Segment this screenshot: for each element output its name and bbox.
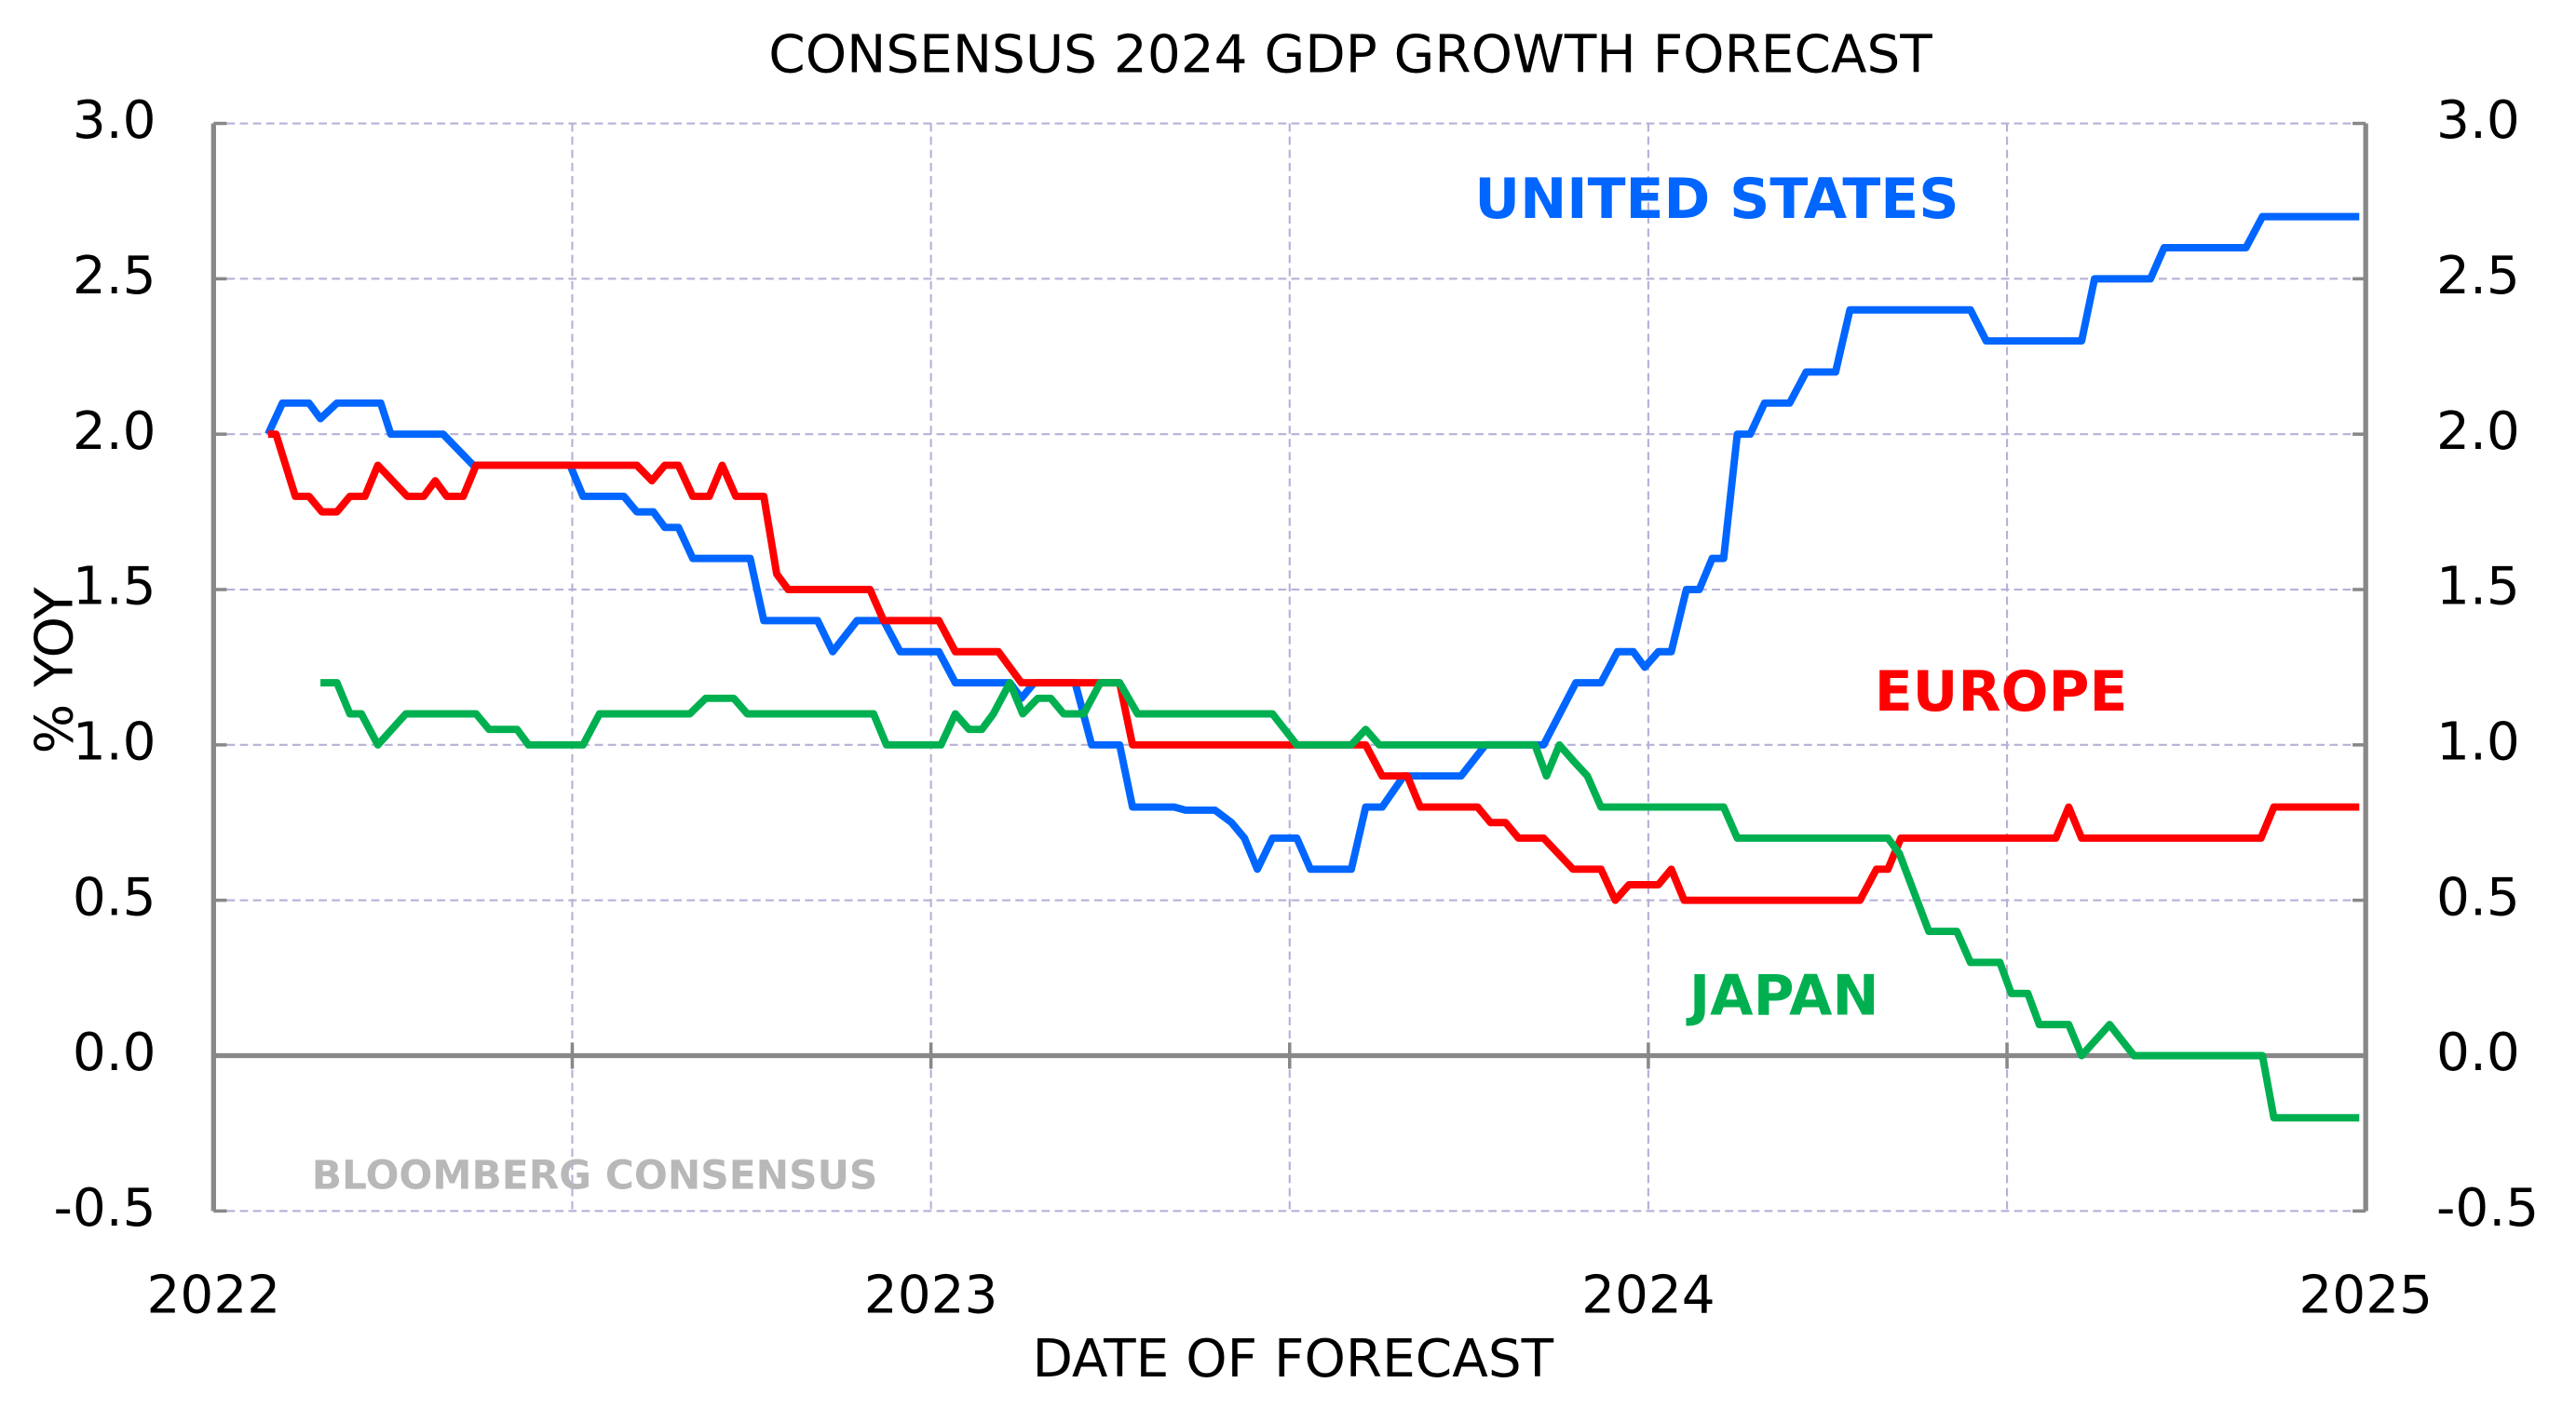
y-tick-label: 0.5 — [73, 867, 156, 928]
y-tick-label: 3.0 — [73, 90, 156, 151]
x-axis-label: DATE OF FORECAST — [1032, 1329, 1553, 1390]
series-line — [264, 212, 2360, 874]
x-tick-label: 2025 — [2298, 1265, 2433, 1325]
x-tick-label: 2022 — [147, 1265, 281, 1325]
y2-tick-label: 0.0 — [2436, 1023, 2520, 1083]
y2-tick-label: 1.0 — [2436, 712, 2520, 772]
y2-tick-label: 3.0 — [2436, 90, 2520, 151]
y-tick-label: 1.5 — [73, 557, 156, 617]
y2-tick-label: 1.5 — [2436, 557, 2520, 617]
series-line — [267, 430, 2360, 904]
y2-tick-label: 2.5 — [2436, 246, 2520, 306]
y-tick-label: 0.0 — [73, 1023, 156, 1083]
y2-tick-label: 0.5 — [2436, 867, 2520, 928]
y-tick-label: 2.0 — [73, 401, 156, 462]
x-tick-label: 2023 — [864, 1265, 998, 1325]
y-axis-label: % YOY — [24, 587, 85, 753]
y-tick-label: 2.5 — [73, 246, 156, 306]
source-annotation: BLOOMBERG CONSENSUS — [312, 1153, 878, 1199]
y2-tick-label: 2.0 — [2436, 401, 2520, 462]
chart-title: CONSENSUS 2024 GDP GROWTH FORECAST — [768, 25, 1932, 86]
y-tick-label: -0.5 — [53, 1178, 156, 1239]
y2-tick-label: -0.5 — [2436, 1178, 2539, 1239]
series-label: JAPAN — [1686, 963, 1879, 1028]
series-label: UNITED STATES — [1474, 167, 1959, 232]
series-line — [320, 679, 2360, 1122]
series-label: EUROPE — [1875, 659, 2128, 725]
y-tick-label: 1.0 — [73, 712, 156, 772]
x-tick-label: 2024 — [1581, 1265, 1715, 1325]
